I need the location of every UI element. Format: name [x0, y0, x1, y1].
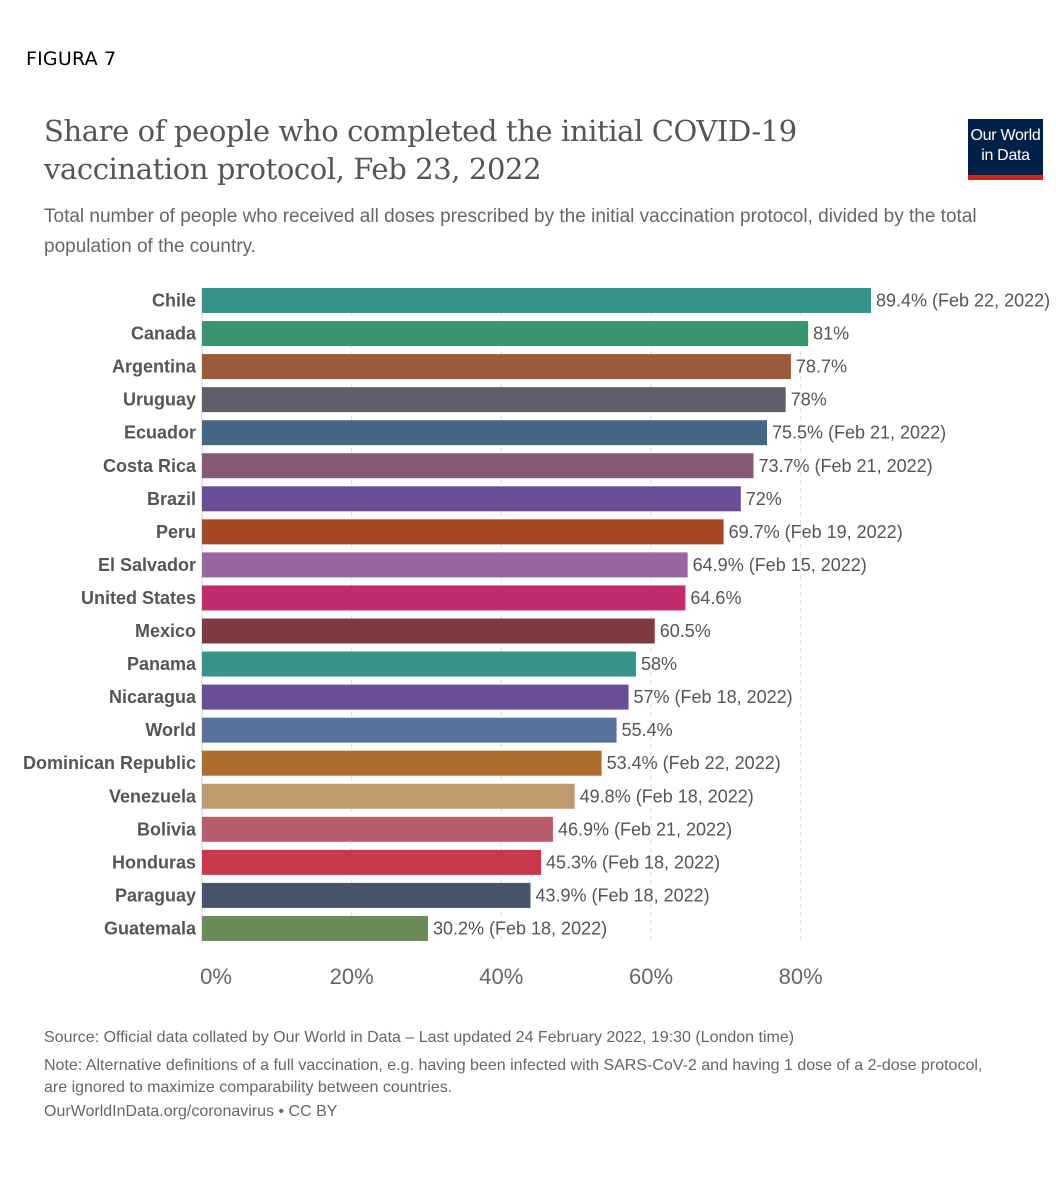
- bar[interactable]: [202, 882, 531, 908]
- bar[interactable]: [202, 915, 428, 941]
- category-label: Chile: [152, 291, 196, 311]
- owid-logo[interactable]: Our World in Data: [968, 119, 1043, 180]
- category-label: Bolivia: [137, 819, 197, 839]
- labels: Chile 89.4% (Feb 22, 2022) Canada 81% Argent…: [23, 291, 1050, 939]
- logo-accent-bar: [968, 175, 1043, 180]
- value-label: 45.3% (Feb 18, 2022): [546, 852, 720, 872]
- value-label: 75.5% (Feb 21, 2022): [772, 423, 946, 443]
- x-tick-label: 80%: [779, 964, 823, 989]
- category-label: Costa Rica: [103, 456, 197, 476]
- bar[interactable]: [202, 552, 688, 578]
- value-label: 53.4% (Feb 22, 2022): [607, 753, 781, 773]
- category-label: Peru: [156, 522, 196, 542]
- category-label: United States: [81, 588, 196, 608]
- logo-line-2: in Data: [981, 147, 1030, 164]
- chart-title: Share of people who completed the initia…: [44, 114, 797, 186]
- bar[interactable]: [202, 717, 617, 743]
- value-label: 55.4%: [622, 720, 673, 740]
- bar[interactable]: [202, 387, 786, 413]
- bar[interactable]: [202, 849, 541, 875]
- value-label: 30.2% (Feb 18, 2022): [433, 918, 607, 938]
- bar[interactable]: [202, 288, 871, 313]
- category-label: Ecuador: [124, 423, 196, 443]
- x-tick-label: 20%: [330, 964, 374, 989]
- value-label: 73.7% (Feb 21, 2022): [759, 456, 933, 476]
- value-label: 89.4% (Feb 22, 2022): [876, 291, 1050, 311]
- bar[interactable]: [202, 618, 655, 644]
- category-label: Brazil: [147, 489, 196, 509]
- category-label: Mexico: [135, 621, 196, 641]
- figure-label: FIGURA 7: [26, 48, 117, 70]
- value-label: 78%: [791, 390, 827, 410]
- value-label: 43.9% (Feb 18, 2022): [536, 885, 710, 905]
- bar[interactable]: [202, 354, 791, 380]
- bar[interactable]: [202, 321, 809, 347]
- x-tick-label: 60%: [629, 964, 673, 989]
- bar[interactable]: [202, 816, 553, 842]
- bar[interactable]: [202, 453, 754, 479]
- category-label: Venezuela: [109, 786, 197, 806]
- note-text: Note: Alternative definitions of a full …: [44, 1057, 983, 1096]
- category-label: Nicaragua: [109, 687, 197, 707]
- category-label: Paraguay: [115, 885, 196, 905]
- value-label: 69.7% (Feb 19, 2022): [729, 522, 903, 542]
- category-label: Canada: [131, 324, 197, 344]
- gridlines: [201, 288, 802, 944]
- x-tick-label: 40%: [479, 964, 523, 989]
- logo-line-1: Our World: [970, 127, 1041, 144]
- bar-chart: Chile 89.4% (Feb 22, 2022) Canada 81% Argent…: [23, 288, 1050, 989]
- bar[interactable]: [202, 750, 602, 776]
- category-label: Argentina: [112, 357, 197, 377]
- bar[interactable]: [202, 783, 575, 809]
- category-label: Dominican Republic: [23, 753, 196, 773]
- bars: [202, 288, 871, 941]
- credit-link[interactable]: OurWorldInData.org/coronavirus • CC BY: [44, 1103, 338, 1120]
- value-label: 57% (Feb 18, 2022): [634, 687, 793, 707]
- category-label: Honduras: [112, 852, 196, 872]
- category-label: Uruguay: [123, 390, 196, 410]
- bar[interactable]: [202, 486, 741, 512]
- chart-subtitle: Total number of people who received all …: [44, 206, 977, 257]
- value-label: 78.7%: [796, 357, 847, 377]
- value-label: 58%: [641, 654, 677, 674]
- value-label: 46.9% (Feb 21, 2022): [558, 819, 732, 839]
- bar[interactable]: [202, 684, 629, 710]
- category-label: El Salvador: [98, 555, 196, 575]
- bar[interactable]: [202, 420, 767, 446]
- bar[interactable]: [202, 651, 637, 677]
- value-label: 49.8% (Feb 18, 2022): [580, 786, 754, 806]
- source-line: Source: Official data collated by Our Wo…: [44, 1029, 795, 1046]
- value-label: 81%: [813, 324, 849, 344]
- category-label: Panama: [127, 654, 197, 674]
- bar[interactable]: [202, 519, 724, 545]
- value-label: 60.5%: [660, 621, 711, 641]
- x-tick-label: 0%: [200, 964, 232, 989]
- value-label: 64.9% (Feb 15, 2022): [693, 555, 867, 575]
- category-label: Guatemala: [104, 918, 197, 938]
- bar[interactable]: [202, 585, 686, 611]
- value-label: 64.6%: [690, 588, 741, 608]
- x-axis-ticks: 0% 20% 40% 60% 80%: [200, 964, 823, 989]
- value-label: 72%: [746, 489, 782, 509]
- category-label: World: [145, 720, 196, 740]
